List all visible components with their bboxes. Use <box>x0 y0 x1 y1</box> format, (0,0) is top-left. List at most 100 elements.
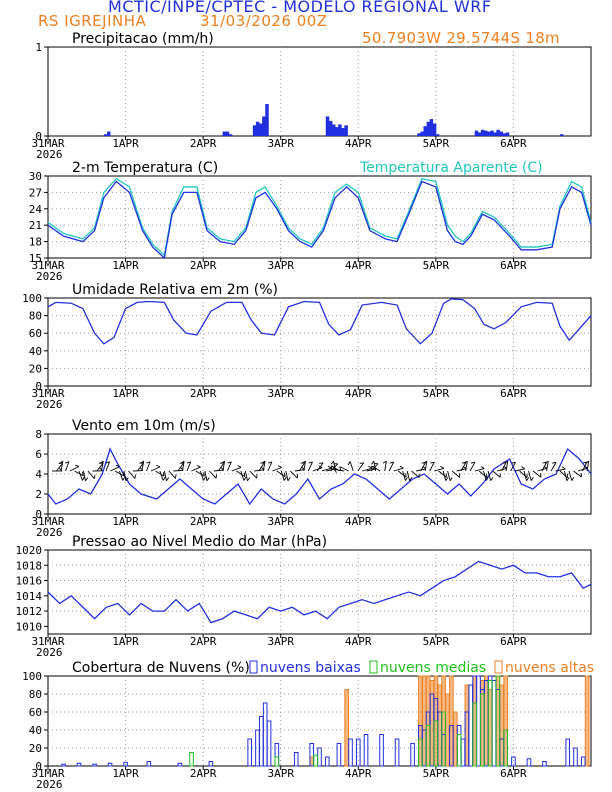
x-tick-label: 3APR <box>267 137 294 150</box>
cloud-bar-mid <box>313 754 318 767</box>
precip-bar <box>502 133 507 136</box>
y-tick-label: 0 <box>35 760 42 773</box>
precip-bar <box>344 125 348 136</box>
cloud-bar-low <box>177 762 183 767</box>
panel-title: Cobertura de Nuvens (%) <box>72 660 250 676</box>
wind-barb <box>96 462 104 472</box>
precip-bar <box>107 131 111 136</box>
x-tick-label: 5APR <box>423 259 450 272</box>
cloud-bar-mid <box>456 734 462 767</box>
wind-barb <box>217 462 225 472</box>
precip-bar <box>252 125 257 136</box>
wind-barb <box>301 460 306 464</box>
cloud-bar-low <box>449 725 454 767</box>
wind-barb <box>258 462 265 472</box>
wind-barb <box>267 461 273 464</box>
cloud-bar-low <box>259 716 264 767</box>
precip-bar <box>435 134 440 136</box>
wind-barb <box>492 470 501 478</box>
precip-bar <box>496 129 500 136</box>
cloud-bar-high <box>425 675 431 767</box>
cloud-bar-high <box>472 675 477 767</box>
wind-barb <box>220 460 225 464</box>
precip-bar <box>423 126 427 136</box>
y-tick-label: 1010 <box>16 620 43 633</box>
cloud-bar-low <box>123 761 128 767</box>
wind-barb <box>83 470 86 481</box>
wind-barb <box>406 470 411 481</box>
y-tick-label: 4 <box>35 468 42 481</box>
wind-barb <box>298 462 306 472</box>
cloud-bar-low <box>76 762 82 767</box>
x-tick-label: 6APR <box>500 387 527 400</box>
panel-title: Pressao ao Nivel Medio do Mar (hPa) <box>72 534 327 550</box>
wind-barb <box>236 470 245 477</box>
wind-barb <box>465 461 468 472</box>
wind-barb <box>561 466 566 470</box>
wind-barb <box>125 477 129 482</box>
wind-barb <box>199 470 204 481</box>
y-tick-label: 1014 <box>16 590 43 603</box>
wind-barb <box>74 470 84 477</box>
cloud-bar-high <box>480 680 485 767</box>
cloud-bar-low <box>247 738 252 767</box>
cloud-bar-low <box>266 720 272 767</box>
cloud-bar-low <box>146 761 152 767</box>
cloud-bar-mid <box>418 738 423 767</box>
wind-barb <box>159 470 164 481</box>
wind-barb <box>247 477 251 482</box>
wind-barb <box>555 468 566 472</box>
cloud-bar-low <box>468 684 474 767</box>
panel-frame <box>47 175 592 259</box>
wind-barb <box>411 470 420 479</box>
cloud-bar-low <box>262 702 268 767</box>
wind-barb <box>326 468 337 472</box>
wind-barb <box>330 465 333 470</box>
wind-barb <box>56 462 64 472</box>
wind-barb <box>243 472 246 477</box>
precip-bar <box>477 132 482 136</box>
y-tick-label: 27 <box>29 186 42 199</box>
wind-barb <box>181 461 185 472</box>
y-tick-label: 2 <box>35 488 42 501</box>
wind-barb <box>388 461 395 472</box>
x-tick-label: 2APR <box>190 387 217 400</box>
y-tick-label: 0 <box>35 380 42 393</box>
wind-barb <box>155 470 165 477</box>
wind-barb <box>384 461 387 472</box>
precip-bar <box>222 131 227 136</box>
wind-barb <box>240 470 245 481</box>
x-tick-label: 2APR <box>190 635 217 648</box>
wind-barb <box>373 461 377 472</box>
wind-barb <box>430 461 435 464</box>
precip-bar <box>560 134 564 136</box>
wind-barb <box>463 460 468 464</box>
wind-barb <box>552 461 557 464</box>
x-tick-label: 3APR <box>267 635 294 648</box>
cloud-bar-high <box>449 675 454 767</box>
wind-barb <box>371 465 381 472</box>
wind-barb <box>541 461 547 472</box>
wind-speed-line <box>47 447 592 506</box>
precip-bar <box>432 123 437 136</box>
wind-barb <box>123 470 127 481</box>
y-tick-label: 100 <box>22 292 42 305</box>
x-tick-label: 3APR <box>267 767 294 780</box>
wind-barb <box>526 477 530 481</box>
wind-barb <box>389 461 394 464</box>
precip-bar <box>341 127 345 136</box>
legend-swatch <box>494 660 503 674</box>
wind-barb <box>110 466 120 472</box>
wind-barb <box>571 477 575 481</box>
wind-barb <box>203 472 205 477</box>
y-tick-label: 40 <box>29 724 42 737</box>
wind-barb <box>532 470 542 478</box>
precip-bar <box>480 129 485 136</box>
wind-barb <box>261 460 266 464</box>
y-tick-label: 6 <box>35 448 42 461</box>
wind-barb <box>530 477 534 481</box>
y-tick-label: 0 <box>35 508 42 521</box>
apparent-temperature-line <box>47 177 592 257</box>
wind-barb <box>568 470 573 481</box>
